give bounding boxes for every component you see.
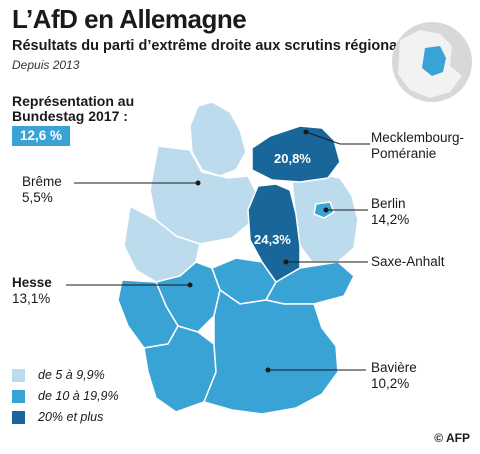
legend-swatch-mid <box>12 390 25 403</box>
region-mecklenburg <box>251 125 341 183</box>
bundestag-value-badge: 12,6 % <box>12 126 70 146</box>
legend-label-low: de 5 à 9,9% <box>38 368 105 382</box>
region-schleswig-holstein <box>189 101 247 177</box>
hesse-name: Hesse <box>12 275 52 290</box>
germany-locator-highlight <box>422 46 446 76</box>
berlin-name: Berlin <box>371 196 406 211</box>
afp-credit: © AFP <box>434 431 470 445</box>
legend-label-mid: de 10 à 19,9% <box>38 389 119 403</box>
europe-locator-globe <box>392 22 472 102</box>
legend-swatch-low <box>12 369 25 382</box>
saxe-anhalt-name: Saxe-Anhalt <box>371 254 445 269</box>
label-berlin: Berlin 14,2% <box>371 196 409 228</box>
mecklenburg-name: Mecklembourg-Poméranie <box>371 130 465 161</box>
label-mecklenburg: Mecklembourg-Poméranie <box>371 130 479 162</box>
breme-value: 5,5% <box>22 190 53 205</box>
bundestag-label: Représentation au Bundestag 2017 : <box>12 93 135 124</box>
label-baviere: Bavière 10,2% <box>371 360 417 392</box>
map-subtitle: Résultats du parti d’extrême droite aux … <box>12 38 415 54</box>
baviere-name: Bavière <box>371 360 417 375</box>
region-saxony-anhalt <box>247 183 301 283</box>
saxe-anhalt-value-inmap: 24,3% <box>254 232 291 247</box>
mecklenburg-value-inmap: 20,8% <box>274 151 311 166</box>
map-title: L’AfD en Allemagne <box>12 4 247 34</box>
region-bavaria <box>202 288 339 415</box>
label-breme: Brême 5,5% <box>22 174 62 206</box>
breme-name: Brême <box>22 174 62 189</box>
baviere-value: 10,2% <box>371 376 410 391</box>
label-hesse: Hesse 13,1% <box>12 275 52 307</box>
legend-swatch-high <box>12 411 25 424</box>
label-saxe-anhalt: Saxe-Anhalt <box>371 254 445 270</box>
berlin-value: 14,2% <box>371 212 410 227</box>
date-note: Depuis 2013 <box>12 58 80 72</box>
hesse-value: 13,1% <box>12 291 51 306</box>
legend-label-high: 20% et plus <box>38 410 104 424</box>
